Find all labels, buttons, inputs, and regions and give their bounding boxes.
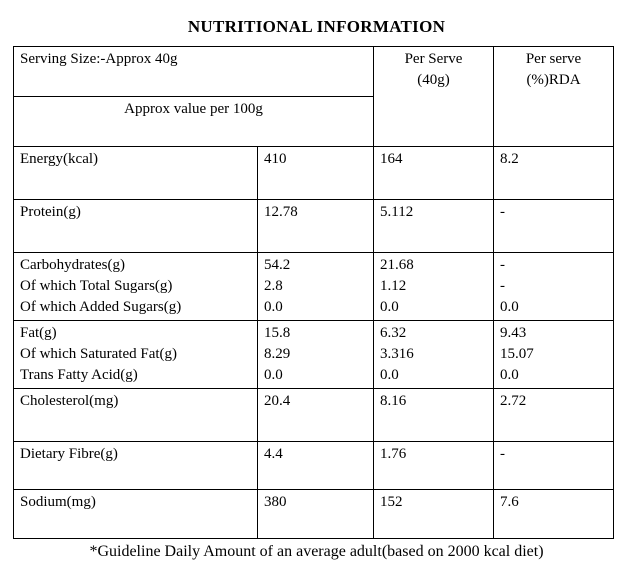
rda-value-cell: 9.43 15.07 0.0 [493, 320, 615, 389]
per-100g-value-cell: 20.4 [256, 388, 375, 442]
rda-value-cell: - - 0.0 [493, 252, 615, 321]
per-100g-value-cell: 54.2 2.8 0.0 [256, 252, 375, 321]
per-serve-value-cell: 5.112 [373, 199, 495, 253]
page-title: NUTRITIONAL INFORMATION [187, 17, 446, 36]
per-100g-value-cell: 380 [256, 489, 375, 539]
table-row-protein: Protein(g) 12.78 5.112 - [13, 199, 615, 253]
rda-value-cell: 7.6 [493, 489, 615, 539]
nutrition-table: Serving Size:-Approx 40g Per Serve (40g)… [12, 46, 615, 539]
per-serve-value-cell: 6.32 3.316 0.0 [373, 320, 495, 389]
per-serve-value-cell: 1.76 [373, 441, 495, 490]
nutrient-label-cell: Protein(g) [13, 199, 258, 253]
approx-per-100g-cell: Approx value per 100g [12, 96, 375, 147]
rda-value-cell: 2.72 [493, 388, 615, 442]
header-row-per-100g: Approx value per 100g [12, 96, 614, 147]
rda-value-cell: 8.2 [493, 146, 615, 200]
guideline-footnote: *Guideline Daily Amount of an average ad… [89, 543, 544, 560]
table-row-dietary-fibre: Dietary Fibre(g) 4.4 1.76 - [13, 441, 615, 490]
per-serve-value-cell: 21.68 1.12 0.0 [373, 252, 495, 321]
per-serve-value-cell: 8.16 [373, 388, 495, 442]
table-row-carbohydrates: Carbohydrates(g) Of which Total Sugars(g… [13, 252, 615, 321]
per-serve-value-cell: 164 [373, 146, 495, 200]
per-100g-value-cell: 410 [256, 146, 375, 200]
header-row-serving-size: Serving Size:-Approx 40g Per Serve (40g)… [12, 46, 615, 147]
nutrient-label-cell: Cholesterol(mg) [13, 388, 258, 442]
table-row-cholesterol: Cholesterol(mg) 20.4 8.16 2.72 [13, 388, 615, 442]
per-serve-header-cell: Per Serve (40g) [373, 46, 495, 147]
per-serve-value-cell: 152 [373, 489, 495, 539]
table-row-sodium: Sodium(mg) 380 152 7.6 [13, 489, 615, 539]
per-serve-rda-header-cell: Per serve (%)RDA [493, 46, 615, 147]
nutrient-label-cell: Dietary Fibre(g) [13, 441, 258, 490]
per-100g-value-cell: 4.4 [256, 441, 375, 490]
rda-value-cell: - [493, 441, 615, 490]
nutrient-label-cell: Fat(g) Of which Saturated Fat(g) Trans F… [13, 320, 258, 389]
table-row-fat: Fat(g) Of which Saturated Fat(g) Trans F… [13, 320, 615, 389]
nutrient-label-cell: Sodium(mg) [13, 489, 258, 539]
nutrient-label-cell: Energy(kcal) [13, 146, 258, 200]
rda-value-cell: - [493, 199, 615, 253]
per-100g-value-cell: 15.8 8.29 0.0 [256, 320, 375, 389]
serving-size-cell: Serving Size:-Approx 40g [12, 46, 375, 97]
nutrient-label-cell: Carbohydrates(g) Of which Total Sugars(g… [13, 252, 258, 321]
per-100g-value-cell: 12.78 [256, 199, 375, 253]
table-row-energy: Energy(kcal) 410 164 8.2 [13, 146, 615, 200]
